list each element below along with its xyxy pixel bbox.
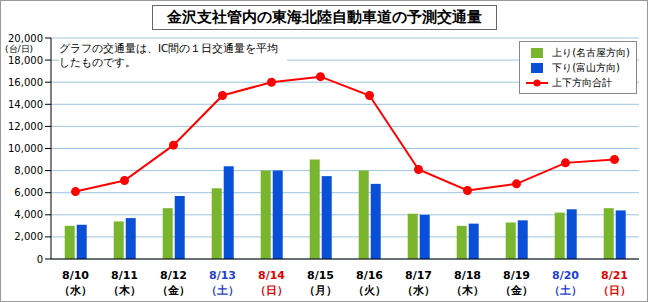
svg-text:8/20（土）: 8/20（土） xyxy=(549,269,582,297)
svg-text:12,000: 12,000 xyxy=(8,121,43,132)
html-text:(台/日): (台/日) xyxy=(5,44,34,54)
svg-text:8/11（木）: 8/11（木） xyxy=(108,269,141,297)
html-text:上下方向合計: 上下方向合計 xyxy=(552,76,613,88)
svg-text:8/14（日）: 8/14（日） xyxy=(255,269,288,297)
svg-text:8/15（月）: 8/15（月） xyxy=(304,269,337,297)
svg-text:8/19（金）: 8/19（金） xyxy=(500,269,533,297)
svg-text:18,000: 18,000 xyxy=(8,55,43,66)
svg-text:8/17（水）: 8/17（水） xyxy=(402,269,435,297)
svg-text:8/21（日）: 8/21（日） xyxy=(598,269,631,297)
svg-text:4,000: 4,000 xyxy=(14,209,43,220)
html-text:下り(富山方向): 下り(富山方向) xyxy=(552,61,620,73)
svg-text:6,000: 6,000 xyxy=(14,187,43,198)
svg-text:0: 0 xyxy=(37,254,43,265)
svg-text:8,000: 8,000 xyxy=(14,165,43,176)
svg-text:8/13（土）: 8/13（土） xyxy=(206,269,239,297)
html-text:上り(名古屋方向): 上り(名古屋方向) xyxy=(552,46,630,58)
svg-text:2,000: 2,000 xyxy=(14,231,43,242)
svg-text:8/16（火）: 8/16（火） xyxy=(353,269,386,297)
svg-text:16,000: 16,000 xyxy=(8,77,43,88)
html-text:グラフの交通量は、IC間の１日交通量を平均したものです。: グラフの交通量は、IC間の１日交通量を平均したものです。 xyxy=(59,42,279,68)
svg-text:20,000: 20,000 xyxy=(8,33,43,44)
svg-text:10,000: 10,000 xyxy=(8,143,43,154)
svg-text:8/12（金）: 8/12（金） xyxy=(157,269,190,297)
svg-text:14,000: 14,000 xyxy=(8,99,43,110)
svg-text:8/18（木）: 8/18（木） xyxy=(451,269,484,297)
html-text:金沢支社管内の東海北陸自動車道の予測交通量: 金沢支社管内の東海北陸自動車道の予測交通量 xyxy=(166,8,482,26)
svg-text:8/10（水）: 8/10（水） xyxy=(59,269,92,297)
